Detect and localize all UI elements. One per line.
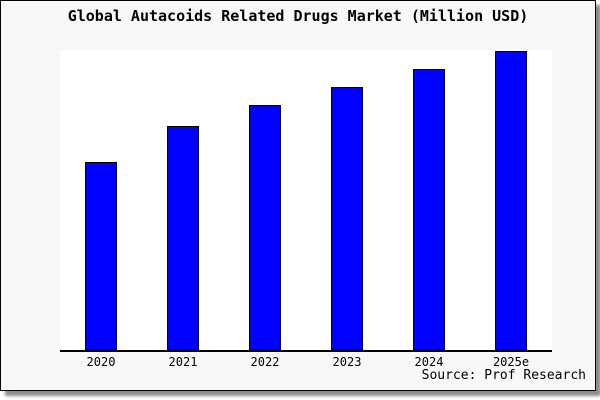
bar-2025e bbox=[495, 51, 527, 350]
x-tick-label-2023: 2023 bbox=[332, 355, 362, 369]
chart-frame: Global Autacoids Related Drugs Market (M… bbox=[0, 0, 596, 391]
bar-slot bbox=[388, 50, 470, 350]
bar-slot bbox=[224, 50, 306, 350]
bar-2024 bbox=[413, 69, 445, 350]
bar-slot bbox=[142, 50, 224, 350]
bar-slot bbox=[60, 50, 142, 350]
chart-title: Global Autacoids Related Drugs Market (M… bbox=[67, 7, 529, 25]
bar-2020 bbox=[85, 162, 117, 350]
plot-area bbox=[60, 50, 552, 352]
bar-2021 bbox=[167, 126, 199, 350]
x-tick-label-2024: 2024 bbox=[414, 355, 444, 369]
bar-slot bbox=[306, 50, 388, 350]
bar-2023 bbox=[331, 87, 363, 350]
bars-row bbox=[60, 50, 552, 350]
source-label: Source: Prof Research bbox=[421, 368, 586, 383]
x-tick-label-2021: 2021 bbox=[168, 355, 198, 369]
bar-2022 bbox=[249, 105, 281, 350]
x-tick-label-2022: 2022 bbox=[250, 355, 280, 369]
x-tick-label-2020: 2020 bbox=[86, 355, 116, 369]
x-tick-label-2025e: 2025e bbox=[492, 355, 530, 369]
bar-slot bbox=[470, 50, 552, 350]
x-axis-labels: 2020 2021 2022 2023 2024 2025e bbox=[60, 355, 552, 369]
